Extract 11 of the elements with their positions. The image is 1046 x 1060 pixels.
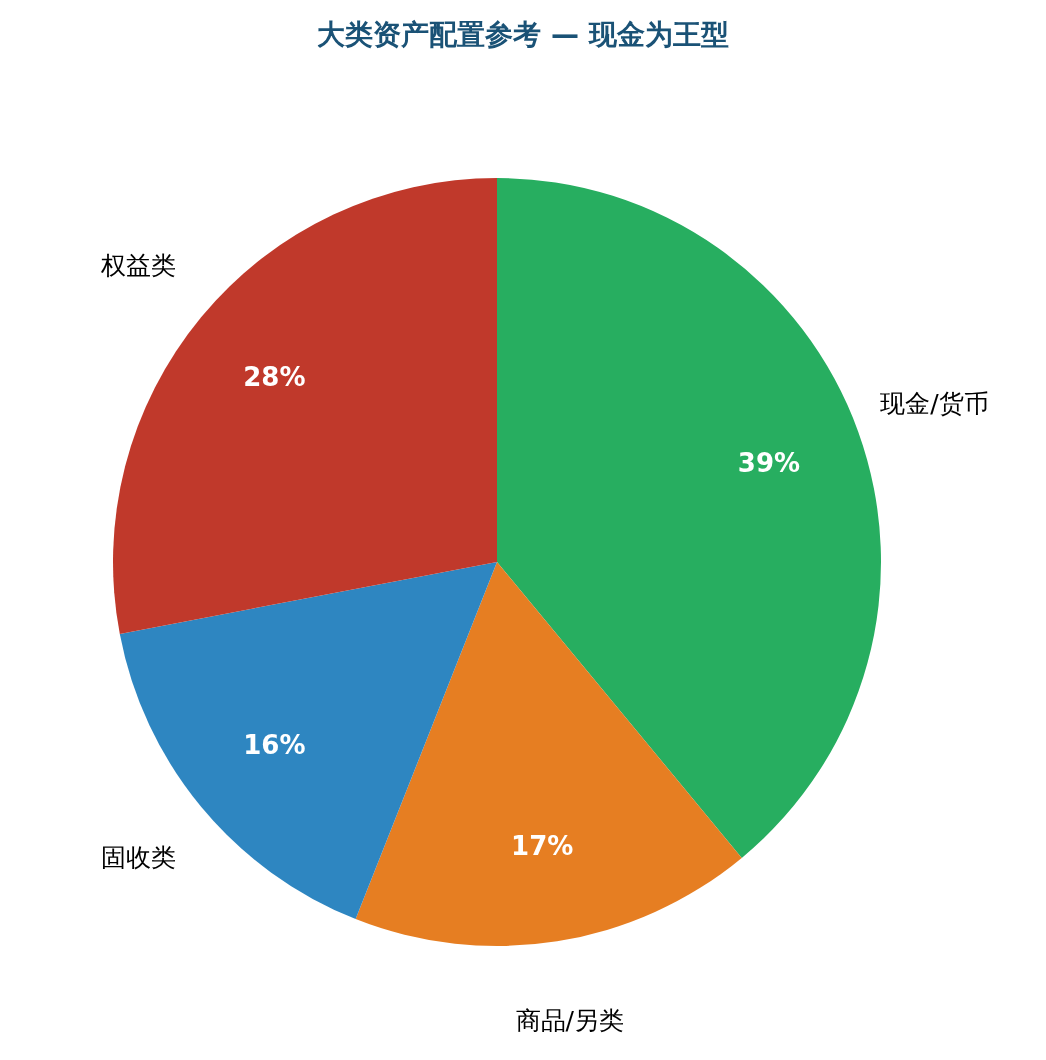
slice-label: 固收类	[101, 843, 177, 873]
data-label: 17%	[511, 831, 574, 862]
slice-label: 权益类	[100, 250, 177, 280]
slice-label: 商品/另类	[515, 1006, 624, 1036]
pie-slice	[355, 562, 742, 946]
data-label: 39%	[737, 448, 801, 479]
data-label: 16%	[243, 730, 306, 761]
slice-label: 现金/货币	[880, 389, 989, 419]
pie-slice	[497, 178, 881, 858]
chart-title: 大类资产配置参考 — 现金为王型	[317, 18, 729, 51]
data-label: 28%	[243, 361, 306, 392]
